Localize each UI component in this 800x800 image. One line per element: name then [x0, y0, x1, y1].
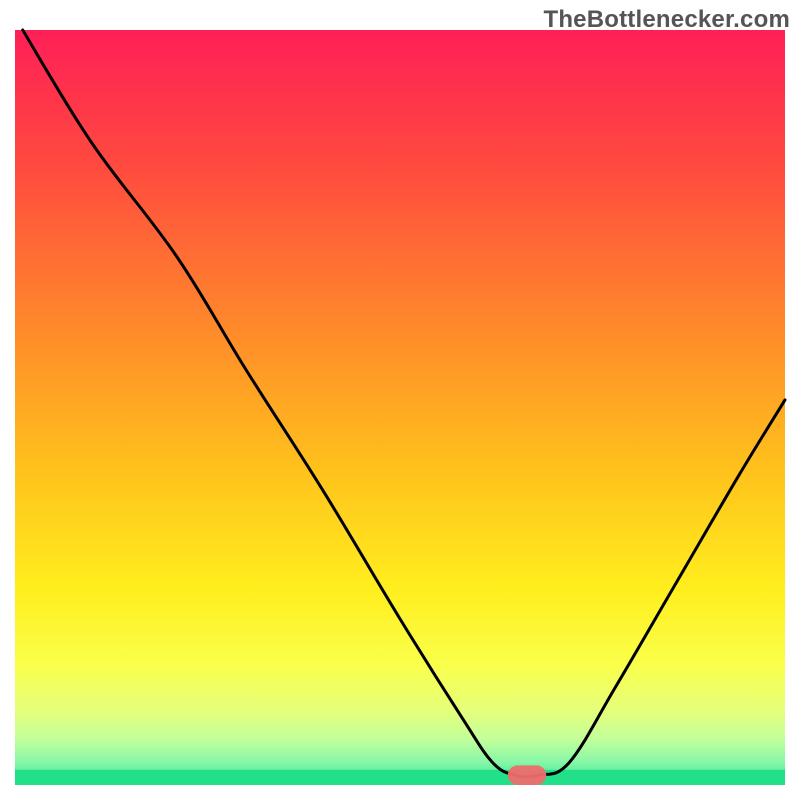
watermark-text: TheBottlenecker.com [543, 6, 790, 34]
chart-stage: TheBottlenecker.com [0, 0, 800, 800]
gradient-background [15, 30, 785, 785]
bottleneck-chart [0, 0, 800, 800]
bottom-strip [15, 770, 785, 785]
optimal-point-marker [508, 765, 547, 785]
